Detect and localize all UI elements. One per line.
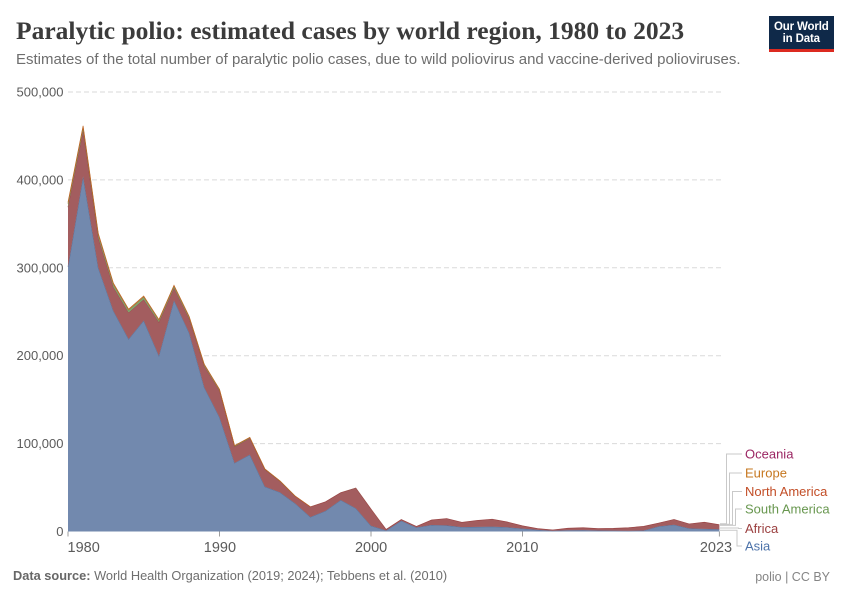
svg-text:200,000: 200,000 (17, 348, 64, 363)
svg-text:Asia: Asia (745, 539, 771, 554)
svg-text:0: 0 (56, 524, 63, 539)
svg-text:2000: 2000 (355, 540, 387, 556)
svg-text:400,000: 400,000 (17, 172, 64, 187)
svg-text:1980: 1980 (68, 540, 100, 556)
svg-text:100,000: 100,000 (17, 436, 64, 451)
svg-text:South America: South America (745, 502, 830, 517)
svg-text:Europe: Europe (745, 466, 787, 481)
svg-text:1990: 1990 (204, 540, 236, 556)
svg-text:North America: North America (745, 484, 828, 499)
svg-text:2010: 2010 (506, 540, 538, 556)
svg-text:Oceania: Oceania (745, 447, 794, 462)
svg-text:300,000: 300,000 (17, 260, 64, 275)
svg-text:2023: 2023 (700, 540, 732, 556)
svg-text:500,000: 500,000 (17, 85, 64, 100)
svg-text:Africa: Africa (745, 521, 779, 536)
